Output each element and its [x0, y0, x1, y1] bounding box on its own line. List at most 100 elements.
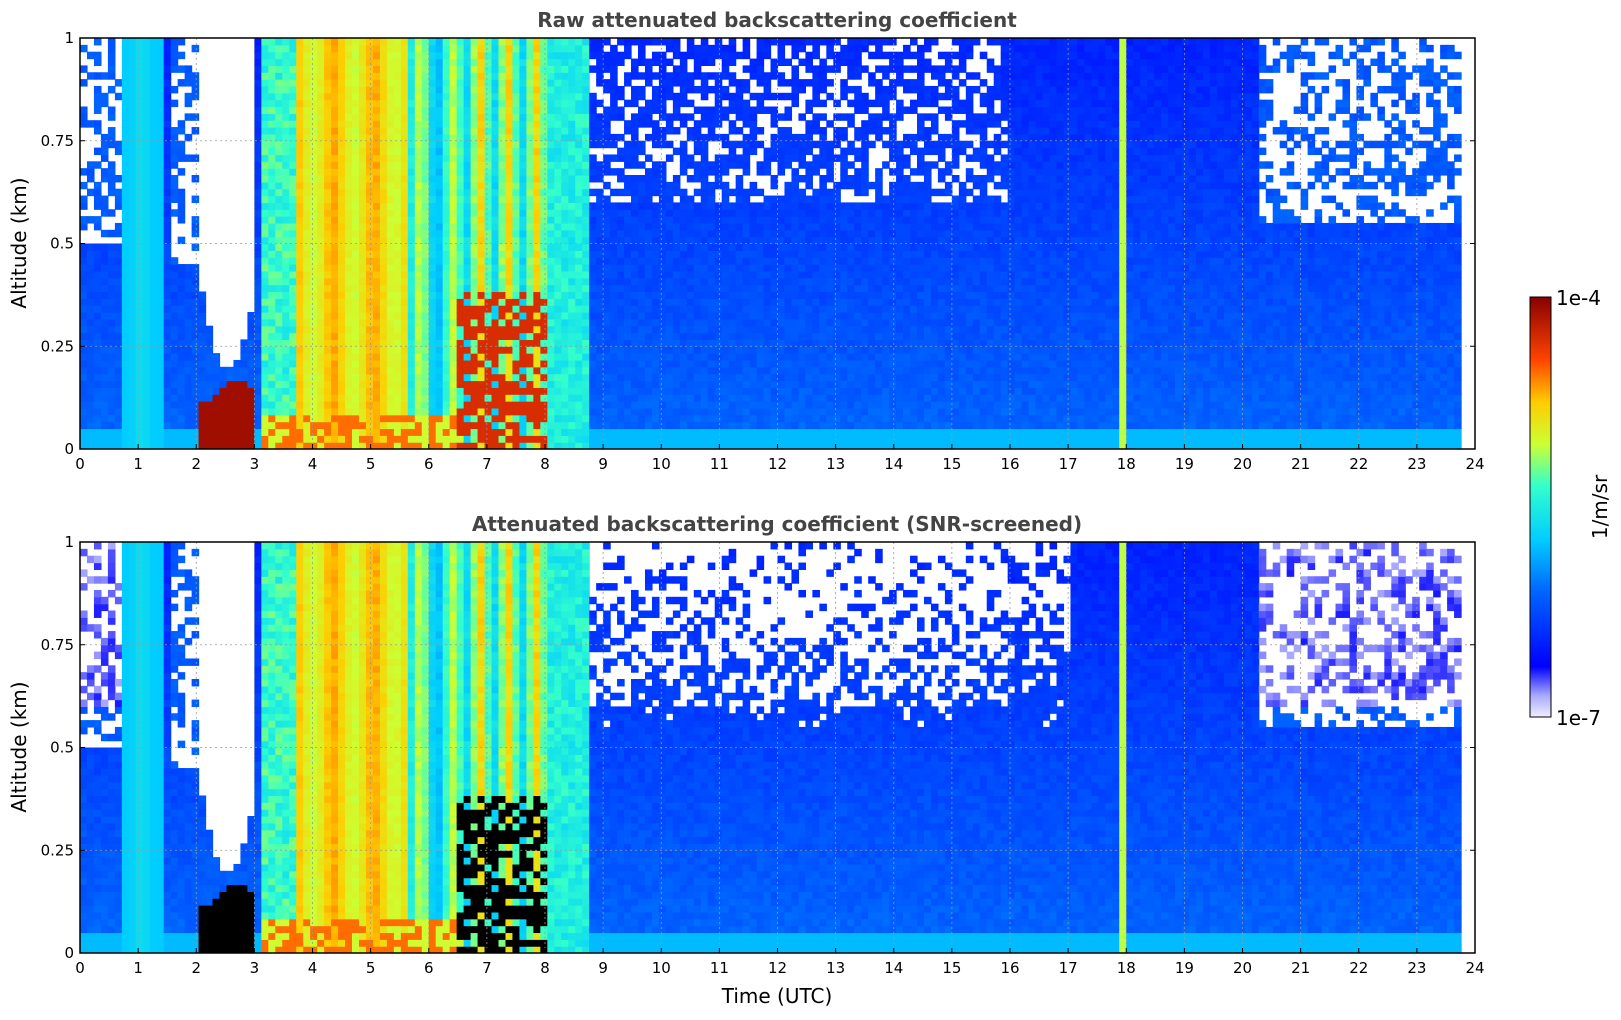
heatmap-cell: [491, 202, 500, 210]
heatmap-cell: [317, 44, 325, 53]
heatmap-cell: [393, 325, 402, 334]
heatmap-cell: [400, 168, 409, 176]
heatmap-cell: [156, 133, 165, 142]
heatmap-cell: [372, 442, 381, 449]
heatmap-cell: [261, 216, 269, 224]
heatmap-cell: [135, 154, 144, 162]
heatmap-cell: [331, 318, 339, 327]
heatmap-cell: [735, 373, 744, 382]
heatmap-cell: [651, 421, 660, 430]
heatmap-cell: [331, 264, 339, 272]
heatmap-cell: [177, 127, 186, 135]
heatmap-cell: [610, 407, 618, 416]
heatmap-cell: [658, 216, 667, 224]
heatmap-cell: [149, 72, 158, 80]
heatmap-cell: [121, 270, 130, 279]
heatmap-cell: [491, 312, 500, 320]
heatmap-cell: [596, 387, 604, 395]
heatmap-cell: [386, 147, 395, 156]
heatmap-cell: [728, 325, 737, 334]
heatmap-cell: [86, 277, 95, 286]
heatmap-cell: [672, 312, 681, 320]
heatmap-cell: [582, 353, 590, 361]
heatmap-cell: [638, 339, 646, 347]
heatmap-cell: [651, 442, 660, 449]
heatmap-cell: [352, 92, 360, 101]
heatmap-cell: [498, 339, 507, 347]
heatmap-cell: [177, 305, 186, 313]
heatmap-cell: [449, 387, 458, 395]
heatmap-cell: [610, 312, 618, 320]
heatmap-cell: [331, 387, 339, 395]
heatmap-cell: [324, 79, 332, 87]
heatmap-cell: [386, 188, 395, 197]
heatmap-cell: [547, 318, 555, 327]
heatmap-cell: [428, 154, 437, 162]
heatmap-cell: [352, 181, 360, 190]
heatmap-cell: [275, 250, 283, 258]
heatmap-cell: [421, 99, 430, 108]
heatmap-cell: [107, 38, 116, 46]
heatmap-cell: [603, 305, 611, 313]
heatmap-cell: [638, 257, 646, 265]
heatmap-cell: [658, 359, 667, 368]
heatmap-cell: [128, 79, 137, 87]
heatmap-cell: [658, 65, 667, 73]
heatmap-cell: [721, 44, 730, 53]
heatmap-cell: [261, 284, 269, 293]
heatmap-cell: [456, 359, 465, 368]
heatmap-cell: [282, 195, 290, 203]
heatmap-cell: [526, 181, 534, 190]
heatmap-cell: [282, 428, 290, 436]
heatmap-cell: [533, 38, 541, 46]
heatmap-cell: [128, 325, 137, 334]
heatmap-cell: [324, 346, 332, 354]
heatmap-cell: [610, 318, 618, 327]
heatmap-cell: [672, 421, 681, 430]
heatmap-cell: [498, 407, 507, 416]
heatmap-cell: [254, 277, 262, 286]
heatmap-cell: [679, 168, 688, 176]
heatmap-cell: [310, 229, 318, 238]
heatmap-cell: [365, 92, 374, 101]
heatmap-cell: [547, 216, 555, 224]
heatmap-cell: [282, 264, 290, 272]
heatmap-cell: [617, 353, 625, 361]
heatmap-cell: [714, 394, 723, 402]
heatmap-cell: [540, 373, 548, 382]
heatmap-cell: [331, 339, 339, 347]
heatmap-cell: [393, 353, 402, 361]
heatmap-cell: [365, 127, 374, 135]
heatmap-cell: [533, 270, 541, 279]
heatmap-cell: [561, 380, 569, 388]
heatmap-cell: [554, 312, 562, 320]
heatmap-cell: [561, 257, 569, 265]
heatmap-cell: [477, 414, 486, 423]
heatmap-cell: [156, 442, 165, 449]
heatmap-cell: [505, 435, 514, 443]
heatmap-cell: [568, 373, 576, 382]
heatmap-cell: [547, 442, 555, 449]
heatmap-cell: [352, 380, 360, 388]
heatmap-cell: [561, 339, 569, 347]
heatmap-cell: [428, 38, 437, 46]
heatmap-cell: [665, 277, 674, 286]
heatmap-cell: [596, 359, 604, 368]
heatmap-cell: [533, 380, 541, 388]
heatmap-cell: [331, 216, 339, 224]
heatmap-cell: [177, 209, 186, 217]
heatmap-cell: [240, 428, 248, 436]
heatmap-cell: [554, 147, 562, 156]
heatmap-cell: [177, 216, 186, 224]
heatmap-cell: [582, 154, 590, 162]
heatmap-cell: [428, 222, 437, 231]
heatmap-cell: [135, 421, 144, 430]
heatmap-cell: [254, 318, 262, 327]
heatmap-cell: [714, 209, 723, 217]
heatmap-cell: [359, 202, 367, 210]
heatmap-cell: [114, 318, 123, 327]
heatmap-cell: [575, 325, 583, 334]
heatmap-cell: [386, 387, 395, 395]
heatmap-cell: [372, 312, 381, 320]
heatmap-cell: [456, 414, 465, 423]
